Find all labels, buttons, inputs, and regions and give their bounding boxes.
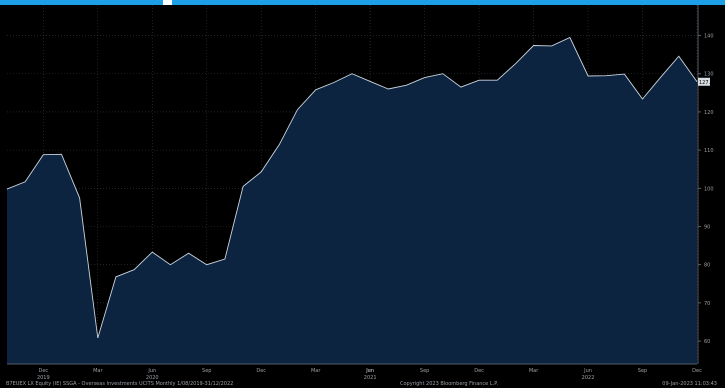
- x-year-label: 2019: [37, 375, 50, 381]
- x-tick-label: Sep: [202, 368, 211, 374]
- x-tick-label: Mar: [93, 368, 103, 374]
- series-line: [6, 36, 698, 339]
- x-tick-label: Jun: [365, 368, 374, 374]
- x-tick-label: Dec: [474, 368, 484, 374]
- top-bar-marker: [163, 0, 172, 5]
- chart-footer: B7EUEX LX Equity (IE) SSGA - Overseas In…: [0, 381, 725, 388]
- x-year-label: 2020: [146, 375, 159, 381]
- x-tick-label: Dec: [692, 368, 702, 374]
- y-tick-label: 90: [704, 225, 710, 231]
- top-accent-bar: [0, 0, 725, 5]
- x-tick-label: Mar: [311, 368, 321, 374]
- series-area: [7, 37, 697, 364]
- x-tick-label: Sep: [638, 368, 647, 374]
- x-tick-label: Sep: [420, 368, 429, 374]
- x-tick-label: Jun: [147, 368, 156, 374]
- y-tick-label: 80: [704, 263, 710, 269]
- y-tick-label: 130: [704, 72, 714, 78]
- y-tick-label: 140: [704, 34, 714, 40]
- y-tick-label: 100: [704, 186, 714, 192]
- footer-copyright: Copyright 2023 Bloomberg Finance L.P.: [400, 381, 499, 387]
- y-tick-label: 60: [704, 339, 710, 345]
- y-tick-label: 70: [704, 301, 710, 307]
- y-tick-label: 110: [704, 148, 714, 154]
- x-tick-label: Dec: [256, 368, 266, 374]
- x-year-label: 2021: [364, 375, 377, 381]
- x-tick-label: Jun: [583, 368, 592, 374]
- last-value-label: 127.91: [699, 80, 717, 86]
- x-tick-label: Dec: [38, 368, 48, 374]
- x-tick-label: Mar: [529, 368, 539, 374]
- footer-timestamp: 09-Jan-2023 11:03:43: [662, 381, 717, 387]
- x-tick-label: Jan: [365, 368, 374, 374]
- last-value-badge: [698, 77, 710, 86]
- y-tick-label: 120: [704, 110, 714, 116]
- footer-security-info: B7EUEX LX Equity (IE) SSGA - Overseas In…: [6, 381, 234, 387]
- x-year-label: 2022: [582, 375, 595, 381]
